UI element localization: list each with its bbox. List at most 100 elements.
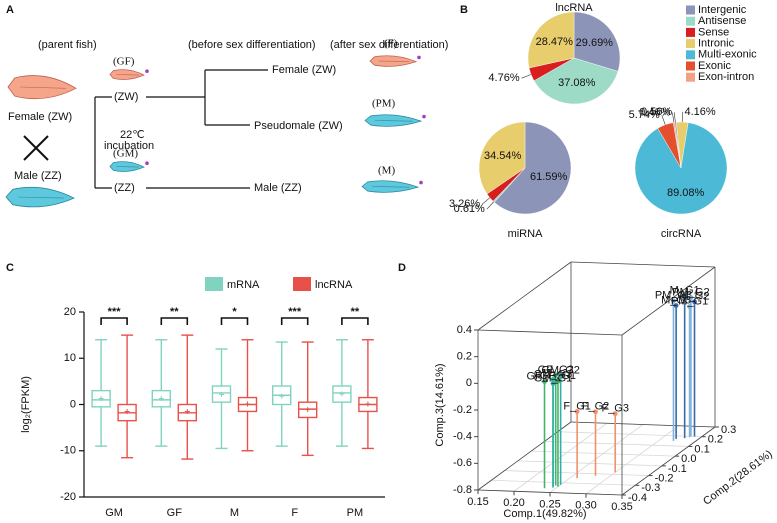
point — [550, 381, 556, 386]
z-tick-label: -0.8 — [453, 484, 472, 496]
grid-line — [517, 460, 662, 467]
fish-fin — [116, 74, 139, 76]
legend-swatch — [686, 72, 695, 82]
stage-tag: (GM) — [113, 148, 138, 160]
value-label: 89.08% — [667, 187, 705, 199]
x-tick-label: GM — [105, 507, 123, 519]
x-tick-label: F — [291, 507, 298, 519]
z-tick-label: 0 — [466, 377, 472, 389]
y-axis-title: Comp.2(28.61%) — [701, 448, 775, 508]
significance-label: ** — [351, 306, 360, 318]
leader-line — [672, 112, 675, 123]
fish-fin — [116, 166, 139, 168]
outcome-tag: (M) — [378, 165, 395, 177]
grid-line — [491, 479, 636, 486]
legend-swatch — [686, 39, 695, 49]
mean-marker — [279, 393, 285, 399]
y-tick-label: -10 — [60, 445, 76, 457]
legend-label: Antisense — [698, 15, 746, 27]
stage-header: (parent fish) — [38, 39, 97, 51]
fish-fin — [378, 60, 410, 62]
stage-header: (before sex differentiation) — [188, 39, 316, 51]
legend-swatch — [205, 277, 223, 291]
mean-marker — [365, 401, 371, 407]
fish-fin — [18, 196, 64, 199]
value-label: 4.76% — [488, 72, 519, 84]
pie-slice — [527, 11, 575, 69]
panel-label: C — [6, 262, 14, 274]
significance-label: *** — [288, 306, 302, 318]
box-edge — [621, 266, 716, 336]
point-label: GM_G2 — [541, 364, 580, 376]
point-label: M_G2 — [680, 291, 710, 303]
point-label: GM_G1 — [534, 372, 573, 384]
grid-line — [544, 441, 689, 447]
value-label: 34.54% — [484, 150, 522, 162]
legend-swatch — [686, 16, 695, 26]
stage-header: (after sex differentiation) — [330, 39, 448, 51]
treatment: incubation — [104, 140, 154, 152]
x-axis-title: Comp.1(49.82%) — [503, 508, 586, 520]
cross — [23, 135, 49, 161]
leader-line — [486, 201, 494, 210]
point — [687, 304, 692, 310]
fish-mark — [417, 55, 421, 60]
legend-label: Multi-exonic — [698, 49, 757, 61]
legend-label: lncRNA — [315, 279, 353, 291]
point-label: GF_G2 — [538, 364, 574, 376]
point — [553, 372, 559, 378]
z-axis-title: Comp.3(14.61%) — [434, 363, 446, 446]
panel-label: D — [398, 262, 406, 274]
mean-marker — [219, 391, 224, 397]
leader-line — [481, 197, 491, 205]
y-axis-title: log₂(FPKM) — [20, 376, 32, 433]
pie-slice — [494, 121, 572, 215]
y-tick-label: 0.3 — [721, 424, 736, 436]
mean-marker — [339, 391, 345, 397]
y-tick-label: -20 — [60, 491, 76, 503]
point — [555, 378, 561, 384]
point — [692, 299, 697, 305]
point — [542, 379, 547, 384]
box-edge — [621, 426, 716, 496]
point-label: GF_G1 — [540, 370, 576, 382]
leader-line — [521, 74, 532, 79]
legend-label: Sense — [698, 26, 729, 38]
point-label: F_G1 — [563, 400, 591, 412]
significance-label: ** — [170, 306, 179, 318]
point-label: GM_G3 — [534, 368, 573, 380]
z-tick-label: 0.2 — [457, 351, 472, 363]
grid-line — [585, 425, 680, 495]
y-tick-label: 20 — [64, 306, 76, 318]
fish — [7, 75, 77, 100]
value-label: 3.26% — [449, 198, 480, 210]
y-tick-label: -0.2 — [655, 472, 674, 484]
z-tick-label: -0.4 — [453, 431, 472, 443]
significance-bracket — [220, 317, 249, 325]
fish-mark — [145, 161, 149, 165]
stage-tag: (GF) — [113, 56, 135, 68]
point-label: F_G3 — [601, 403, 629, 415]
panel-label: B — [460, 4, 468, 16]
fish-mark — [419, 180, 423, 185]
legend-swatch — [686, 50, 695, 60]
pie-slice — [634, 122, 728, 215]
mean-marker — [184, 408, 190, 414]
legend-swatch — [686, 61, 695, 71]
significance-bracket — [100, 317, 128, 325]
box-edge — [477, 421, 572, 491]
pie-slice — [478, 121, 526, 195]
tree-line — [94, 69, 268, 189]
fish-mark — [145, 69, 149, 73]
mean-marker — [158, 395, 164, 401]
z-tick-label: -0.6 — [453, 457, 472, 469]
legend-label: Exonic — [698, 60, 732, 72]
point — [550, 377, 556, 382]
box-edge — [477, 261, 572, 331]
point — [593, 409, 598, 415]
fish-fin — [20, 86, 66, 89]
z-tick-label: -0.2 — [453, 404, 472, 416]
outcome-label: Female (ZW) — [272, 64, 336, 76]
legend-swatch — [686, 5, 695, 15]
